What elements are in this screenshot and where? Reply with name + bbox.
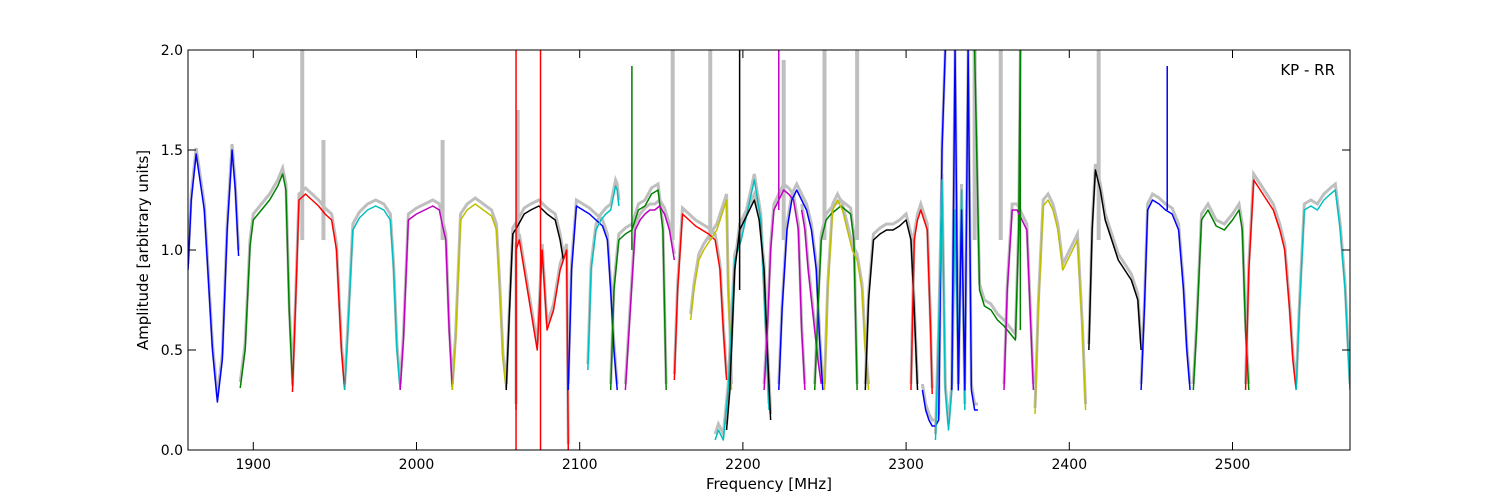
chart-annotation: KP - RR: [1280, 61, 1335, 79]
series-line-22: [910, 209, 933, 395]
series-line-21: [864, 219, 919, 391]
series-line-17: [778, 189, 824, 391]
spike-layer: [515, 50, 1168, 450]
series-line-7: [515, 239, 570, 450]
series-line-26: [973, 50, 1022, 341]
tick-layer: 1900 2000 2100 2200 2300 2400 2500 0.0 0.5 1.0 1.5…: [161, 43, 1350, 473]
series-line-15: [725, 199, 772, 431]
series-line-1: [239, 173, 294, 389]
series-line-27: [1003, 209, 1035, 391]
y-axis-label: Amplitude [arbitrary units]: [134, 150, 152, 350]
series-line-13: [689, 199, 733, 391]
series-line-9: [587, 185, 620, 371]
series-line-33: [1295, 189, 1350, 391]
x-axis-label: Frequency [MHz]: [706, 475, 832, 493]
x-tick-label: 2100: [562, 457, 598, 473]
series-line-3: [343, 205, 401, 391]
series-line-31: [1192, 209, 1250, 391]
series-layer: [188, 50, 1350, 450]
series-line-8: [567, 205, 618, 391]
series-line-6: [505, 205, 565, 391]
series-line-19: [813, 205, 858, 391]
x-tick-label: 2200: [725, 457, 761, 473]
series-line-10: [609, 189, 667, 391]
series-line-16: [763, 189, 806, 391]
series-line-32: [1244, 179, 1297, 391]
x-tick-label: 2400: [1051, 457, 1087, 473]
x-tick-label: 2000: [399, 457, 435, 473]
series-line-18: [800, 209, 822, 385]
y-tick-label: 2.0: [161, 43, 183, 59]
series-line-5: [451, 203, 507, 391]
x-tick-label: 1900: [235, 457, 271, 473]
x-tick-label: 2300: [888, 457, 924, 473]
series-line-11: [624, 205, 676, 391]
series-line-2: [291, 193, 346, 393]
series-line-25: [951, 50, 978, 411]
y-tick-label: 0.0: [161, 443, 183, 459]
x-tick-label: 2500: [1215, 457, 1251, 473]
series-line-28: [1034, 199, 1087, 415]
series-line-12: [673, 213, 728, 381]
series-line-29: [1088, 169, 1142, 351]
y-tick-label: 1.0: [161, 243, 183, 259]
y-tick-label: 1.5: [161, 143, 183, 159]
series-line-20: [823, 199, 870, 391]
y-tick-label: 0.5: [161, 343, 183, 359]
background-line: [343, 198, 402, 385]
series-line-4: [399, 205, 454, 391]
background-line: [973, 50, 1022, 339]
series-line-0: [188, 149, 240, 403]
series-line-30: [1140, 199, 1191, 391]
background-line: [566, 197, 619, 385]
background-line: [672, 204, 729, 375]
